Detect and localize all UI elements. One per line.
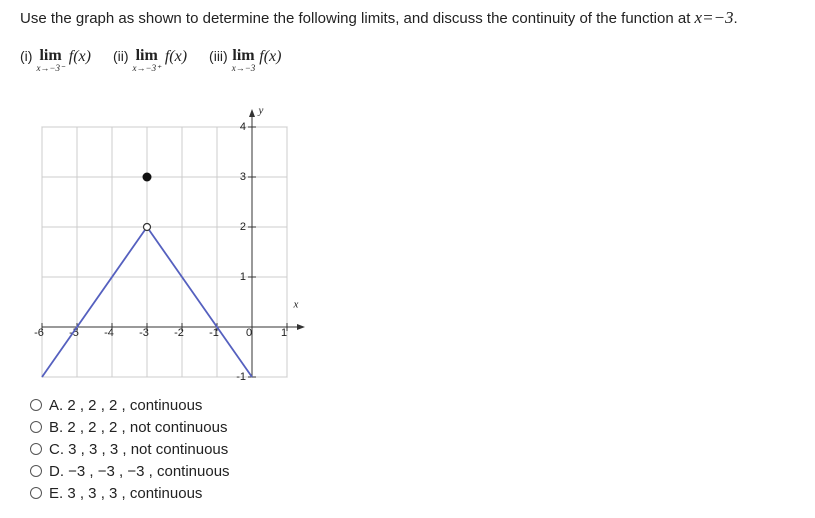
limit-label: (iii): [209, 48, 228, 64]
open-point: [142, 222, 152, 232]
option-text[interactable]: E. 3 , 3 , 3 , continuous: [49, 484, 203, 502]
lim-word: lim x→−3: [231, 47, 256, 74]
option[interactable]: B. 2 , 2 , 2 , not continuous: [30, 416, 230, 438]
limit: (i) lim x→−3⁻ f(x): [20, 47, 91, 74]
option[interactable]: E. 3 , 3 , 3 , continuous: [30, 482, 230, 504]
lim: lim: [135, 47, 158, 64]
question-math: x=−3: [694, 8, 734, 27]
lim: lim: [232, 47, 255, 64]
option-text[interactable]: B. 2 , 2 , 2 , not continuous: [49, 418, 228, 436]
radio[interactable]: [30, 465, 42, 477]
x-arrow: [297, 324, 305, 330]
radio[interactable]: [30, 443, 42, 455]
func: f(x): [68, 48, 91, 65]
x-tick-label: -2: [174, 327, 184, 339]
options: A. 2 , 2 , 2 , continuous B. 2 , 2 , 2 ,…: [30, 394, 230, 504]
option[interactable]: D. −3 , −3 , −3 , continuous: [30, 460, 230, 482]
option[interactable]: A. 2 , 2 , 2 , continuous: [30, 394, 230, 416]
x-tick-label: 0: [246, 327, 252, 339]
y-tick-label: 2: [240, 221, 246, 233]
lim-sub: x→−3⁻: [36, 63, 65, 73]
y-axis-label: y: [258, 105, 264, 117]
lim-word: lim x→−3⁺: [132, 47, 161, 74]
limit-label: (ii): [112, 48, 129, 64]
x-axis-label: x: [293, 299, 299, 311]
x-tick-label: -4: [104, 327, 114, 339]
option-text[interactable]: A. 2 , 2 , 2 , continuous: [49, 396, 203, 414]
option-text[interactable]: D. −3 , −3 , −3 , continuous: [49, 462, 230, 480]
lim-sub: x→−3: [231, 63, 256, 73]
limit-label: (i): [20, 48, 33, 64]
question-text: Use the graph as shown to determine the …: [20, 10, 691, 27]
y-tick-label: 1: [240, 271, 246, 283]
y-arrow: [249, 109, 255, 117]
limit: (ii) lim x→−3⁺ f(x): [112, 47, 188, 74]
x-tick-label: 1: [281, 327, 287, 339]
lim-word: lim x→−3⁻: [36, 47, 65, 74]
y-tick-label: 3: [240, 171, 246, 183]
limits: (i) lim x→−3⁻ f(x) (ii) lim x→−3⁺ f(x) (iii) li…: [20, 47, 282, 74]
graph-line: [146, 226, 253, 378]
x-tick-label: -5: [69, 327, 79, 339]
y-tick-label: -1: [236, 371, 246, 383]
radio[interactable]: [30, 487, 42, 499]
x-tick-label: -1: [209, 327, 219, 339]
func: f(x): [164, 48, 188, 65]
radio[interactable]: [30, 421, 42, 433]
y-tick-label: 4: [240, 121, 246, 133]
radio[interactable]: [30, 399, 42, 411]
question: Use the graph as shown to determine the …: [20, 8, 738, 28]
limit: (iii) lim x→−3 f(x): [209, 47, 282, 74]
closed-point: [142, 172, 152, 182]
x-tick-label: -3: [139, 327, 149, 339]
option-text[interactable]: C. 3 , 3 , 3 , not continuous: [49, 440, 229, 458]
lim-sub: x→−3⁺: [132, 63, 161, 73]
lim: lim: [39, 47, 62, 64]
x-tick-label: -6: [34, 327, 44, 339]
graph-line: [41, 226, 148, 378]
plot-frame: [41, 126, 288, 378]
func: f(x): [259, 48, 282, 65]
question-end: .: [733, 10, 738, 27]
option[interactable]: C. 3 , 3 , 3 , not continuous: [30, 438, 230, 460]
